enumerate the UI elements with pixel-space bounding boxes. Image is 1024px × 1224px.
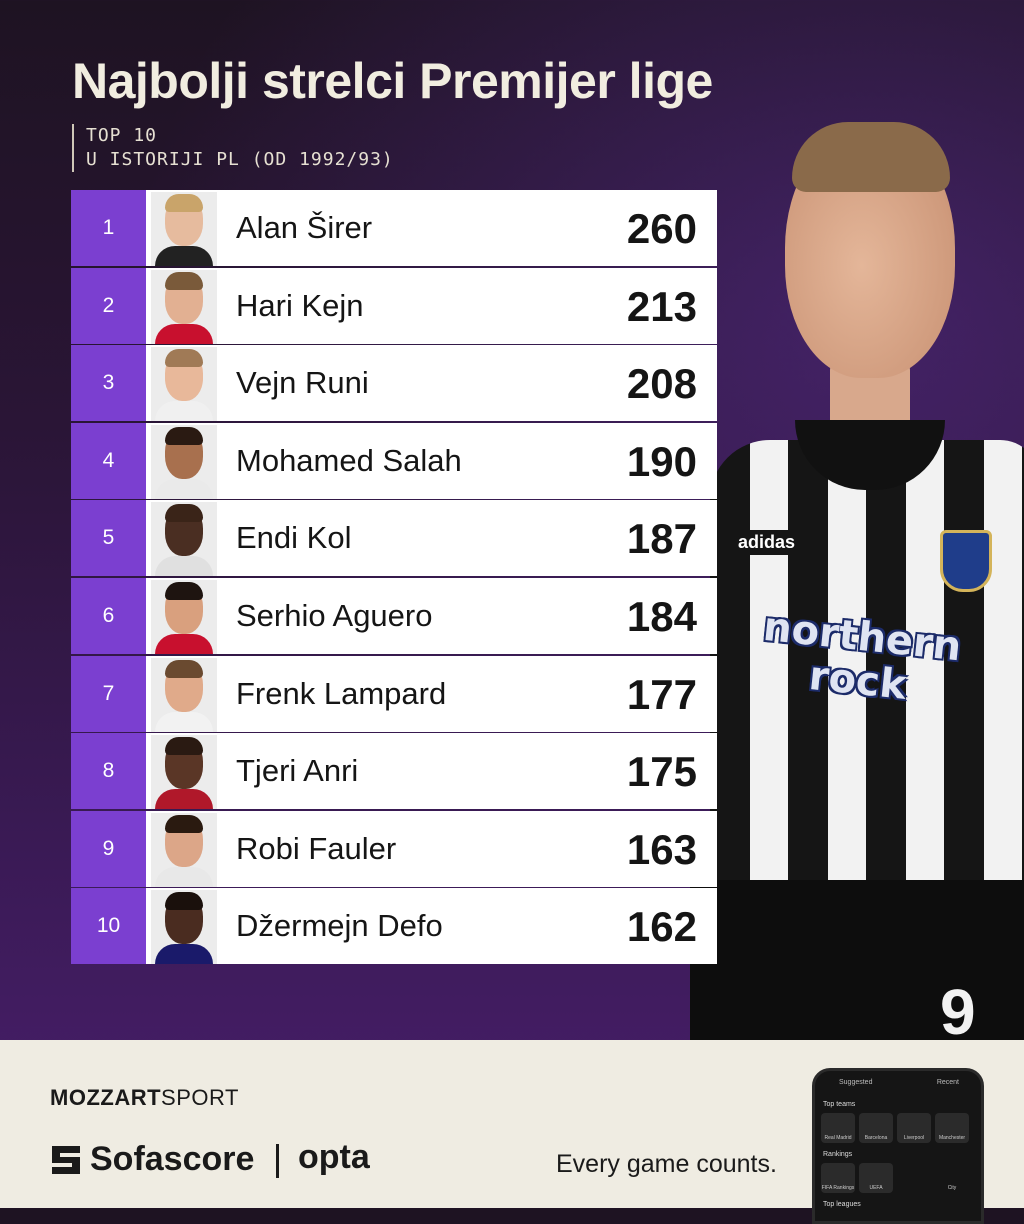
goals-value: 175 — [626, 748, 697, 796]
goals-value: 162 — [626, 903, 697, 951]
sofascore-icon — [52, 1146, 80, 1174]
page-title: Najbolji strelci Premijer lige — [72, 53, 713, 109]
player-avatar — [151, 269, 217, 344]
goals-value: 184 — [626, 592, 697, 640]
phone-team-tile: Real Madrid — [821, 1113, 855, 1143]
player-name: Alan Širer — [236, 210, 373, 245]
hero-hair — [792, 122, 950, 192]
table-row: 5 Endi Kol 187 — [71, 500, 717, 577]
hero-club-crest-icon — [940, 530, 992, 592]
subtitle-line-1: TOP 10 — [86, 125, 158, 146]
goals-value: 187 — [626, 515, 697, 563]
player-name: Frenk Lampard — [236, 675, 447, 711]
player-avatar — [151, 502, 217, 577]
player-name: Tjeri Anri — [236, 753, 359, 789]
phone-mockup: Suggested Recent Top teams Real Madrid B… — [812, 1068, 984, 1224]
table-row: 2 Hari Kejn 213 — [71, 267, 717, 344]
hero-brand-logo: adidas — [734, 530, 800, 555]
mozzart-sport-logo: MOZZARTSPORT — [50, 1085, 239, 1111]
goals-value: 208 — [626, 360, 697, 408]
player-avatar — [151, 812, 217, 887]
mozzart-bold: MOZZART — [50, 1085, 162, 1110]
mozzart-light: SPORT — [161, 1085, 239, 1110]
table-row: 9 Robi Fauler 163 — [71, 810, 717, 887]
scorers-table: 1 Alan Širer 260 2 Hari Kejn 213 3 Vejn … — [71, 190, 717, 966]
logo-divider — [276, 1144, 279, 1178]
player-name: Džermejn Defo — [236, 908, 443, 944]
rank-cell: 10 — [71, 888, 146, 965]
player-avatar — [151, 579, 217, 654]
player-name: Vejn Runi — [236, 365, 369, 401]
player-avatar — [151, 347, 217, 422]
goals-value: 260 — [626, 205, 697, 252]
subtitle: TOP 10 U ISTORIJI PL (OD 1992/93) — [72, 124, 394, 172]
phone-tab-suggested: Suggested — [839, 1079, 873, 1086]
hero-player-photo: adidas northern rock 9 — [690, 120, 1024, 1040]
phone-tab-recent: Recent — [936, 1079, 959, 1086]
hero-shorts — [690, 880, 1024, 1040]
phone-tabs: Suggested Recent — [839, 1079, 959, 1086]
player-avatar — [151, 192, 217, 266]
phone-ranking-tile: FIFA Rankings — [821, 1163, 855, 1193]
table-row: 10 Džermejn Defo 162 — [71, 888, 717, 965]
phone-team-tile: Manchester City — [935, 1113, 969, 1191]
phone-section-top-leagues: Top leagues — [823, 1201, 861, 1208]
player-avatar — [151, 890, 217, 965]
rank-cell: 1 — [71, 190, 146, 266]
goals-value: 190 — [626, 437, 697, 485]
sofascore-logo: Sofascore — [90, 1140, 255, 1178]
tagline: Every game counts. — [556, 1150, 777, 1178]
phone-team-tile: Barcelona — [859, 1113, 893, 1143]
goals-value: 177 — [626, 670, 697, 718]
rank-cell: 3 — [71, 345, 146, 422]
player-name: Serhio Aguero — [236, 597, 433, 633]
table-row: 4 Mohamed Salah 190 — [71, 422, 717, 499]
subtitle-line-2: U ISTORIJI PL (OD 1992/93) — [86, 149, 394, 170]
phone-section-rankings: Rankings — [823, 1151, 853, 1158]
player-name: Mohamed Salah — [236, 442, 462, 478]
rank-cell: 4 — [71, 422, 146, 499]
table-row: 1 Alan Širer 260 — [71, 190, 717, 266]
phone-ranking-tile: UEFA Rankings — [859, 1163, 893, 1193]
goals-value: 163 — [626, 825, 697, 873]
table-row: 3 Vejn Runi 208 — [71, 345, 717, 422]
goals-value: 213 — [626, 282, 697, 330]
rank-cell: 9 — [71, 810, 146, 887]
player-avatar — [151, 424, 217, 499]
rank-cell: 5 — [71, 500, 146, 577]
rank-cell: 6 — [71, 577, 146, 654]
table-row: 7 Frenk Lampard 177 — [71, 655, 717, 732]
rank-cell: 2 — [71, 267, 146, 344]
phone-section-top-teams: Top teams — [823, 1101, 856, 1108]
table-row: 8 Tjeri Anri 175 — [71, 733, 717, 810]
footer: MOZZARTSPORT Sofascore opta Every game c… — [0, 1040, 1024, 1224]
hero-shirt-number: 9 — [940, 976, 976, 1040]
player-avatar — [151, 657, 217, 732]
player-avatar — [151, 735, 217, 810]
player-name: Endi Kol — [236, 520, 352, 556]
opta-logo: opta — [298, 1138, 370, 1176]
phone-team-tile: Liverpool — [897, 1113, 931, 1143]
table-row: 6 Serhio Aguero 184 — [71, 577, 717, 654]
player-name: Robi Fauler — [236, 830, 397, 866]
rank-cell: 7 — [71, 655, 146, 732]
player-name: Hari Kejn — [236, 287, 364, 323]
rank-cell: 8 — [71, 733, 146, 810]
